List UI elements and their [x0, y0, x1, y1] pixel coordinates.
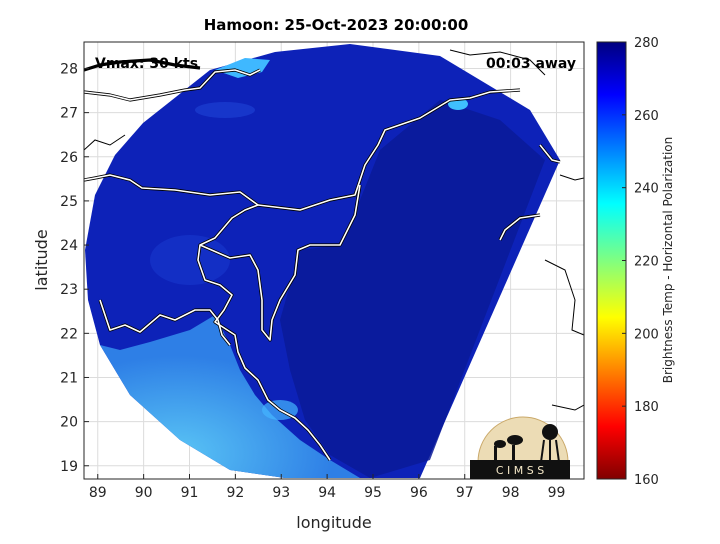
y-tick-label: 23: [60, 282, 78, 298]
cimss-logo: C I M S S: [470, 416, 570, 479]
x-tick-label: 91: [181, 485, 199, 501]
colorbar-tick-label: 180: [634, 400, 659, 415]
colorbar-tick-label: 280: [634, 36, 659, 51]
colorbar-tick-label: 220: [634, 255, 659, 270]
outer-borders: [84, 49, 584, 411]
x-tick-label: 98: [502, 485, 520, 501]
colorbar: [596, 41, 627, 480]
logo-tower-legs: [540, 439, 560, 463]
chart-title: Hamoon: 25-Oct-2023 20:00:00: [204, 16, 469, 34]
logo-dish-right-post: [512, 445, 515, 460]
colorbar-tick-label: 260: [634, 109, 659, 124]
x-tick-label: 96: [410, 485, 428, 501]
x-tick-label: 99: [548, 485, 566, 501]
y-tick-label: 19: [60, 459, 78, 475]
x-tick-label: 97: [456, 485, 474, 501]
x-tick-label: 89: [89, 485, 107, 501]
x-tick-label: 90: [135, 485, 153, 501]
y-tick-label: 24: [60, 238, 78, 254]
logo-dish-left-post: [494, 446, 497, 460]
plot-frame: [83, 41, 585, 480]
swath-land-dark: [280, 100, 545, 478]
y-tick-label: 27: [60, 106, 78, 122]
x-axis-label: longitude: [296, 513, 371, 532]
coastlines: [84, 49, 584, 461]
x-tick-label: 92: [226, 485, 244, 501]
colorbar-tick-label: 240: [634, 182, 659, 197]
time-away-annotation: 00:03 away: [486, 56, 576, 72]
logo-banner: [470, 460, 570, 479]
y-tick-label: 21: [60, 370, 78, 386]
x-axis: 89 90 91 92 93 94 95 96 97 98 99: [89, 474, 566, 501]
coastline-lines: [84, 69, 561, 461]
swath-ocean: [100, 315, 360, 478]
logo-text: C I M S S: [496, 464, 544, 477]
logo-tower-tank: [542, 424, 558, 440]
colorbar-tick-label: 160: [634, 473, 659, 488]
vmax-annotation: Vmax: 30 kts: [95, 56, 198, 72]
y-tick-label: 26: [60, 150, 78, 166]
y-tick-label: 28: [60, 61, 78, 77]
colorbar-ticks: 280 260 240 220 200 180 160: [622, 36, 659, 488]
brightness-swath: [85, 44, 560, 478]
swath-highlight-ridge: [195, 102, 255, 118]
y-tick-label: 25: [60, 194, 78, 210]
y-tick-label: 22: [60, 326, 78, 342]
colorbar-label: Brightness Temp - Horizontal Polarizatio…: [661, 137, 675, 384]
y-axis: 28 27 26 25 24 23 22 21 20 19: [60, 61, 89, 475]
colorbar-tick-label: 200: [634, 327, 659, 342]
x-tick-label: 95: [364, 485, 382, 501]
y-tick-label: 20: [60, 415, 78, 431]
y-axis-label: latitude: [32, 229, 51, 290]
x-tick-label: 94: [318, 485, 336, 501]
logo-dish-right: [507, 435, 523, 445]
swath-highlight-plain: [150, 235, 230, 285]
x-tick-label: 93: [272, 485, 290, 501]
